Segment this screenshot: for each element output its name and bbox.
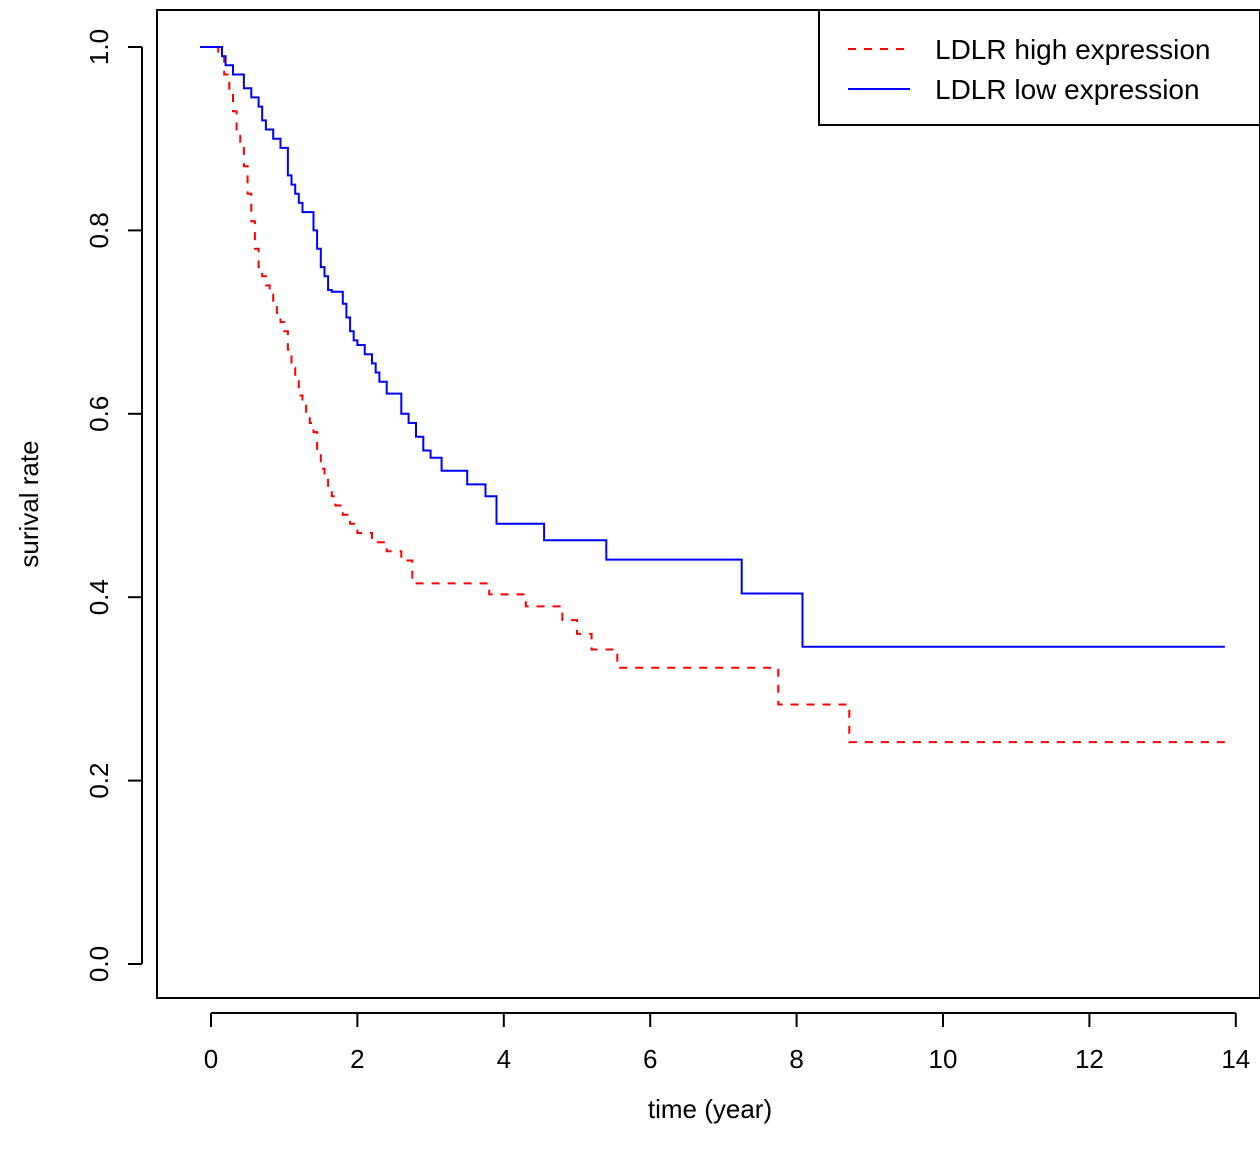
x-axis-title: time (year): [648, 1094, 772, 1124]
legend-label-low: LDLR low expression: [935, 74, 1200, 105]
y-tick-label: 1.0: [84, 29, 114, 65]
series-line-low-expression: [200, 46, 1225, 648]
x-tick-label: 14: [1221, 1044, 1250, 1074]
legend-label-high: LDLR high expression: [935, 34, 1211, 65]
series-layer: [200, 46, 1225, 744]
y-axis-title: surival rate: [14, 440, 44, 567]
y-tick-label: 0.8: [84, 212, 114, 248]
x-tick-label: 0: [204, 1044, 218, 1074]
legend: LDLR high expression LDLR low expression: [818, 9, 1260, 126]
y-tick-label: 0.0: [84, 946, 114, 982]
x-tick-label: 2: [350, 1044, 364, 1074]
x-tick-label: 6: [643, 1044, 657, 1074]
legend-box: [818, 9, 1260, 126]
x-tick-label: 10: [929, 1044, 958, 1074]
plot-frame: [156, 9, 1260, 999]
y-tick-label: 0.4: [84, 579, 114, 615]
y-tick-label: 0.6: [84, 396, 114, 432]
x-tick-label: 8: [789, 1044, 803, 1074]
y-axis: 0.0 0.2 0.4 0.6 0.8 1.0: [84, 29, 143, 982]
y-tick-label: 0.2: [84, 763, 114, 799]
x-tick-label: 12: [1075, 1044, 1104, 1074]
x-tick-label: 4: [497, 1044, 511, 1074]
x-axis: 0 2 4 6 8 10 12 14: [204, 1012, 1250, 1074]
series-line-high-expression: [200, 46, 1225, 744]
